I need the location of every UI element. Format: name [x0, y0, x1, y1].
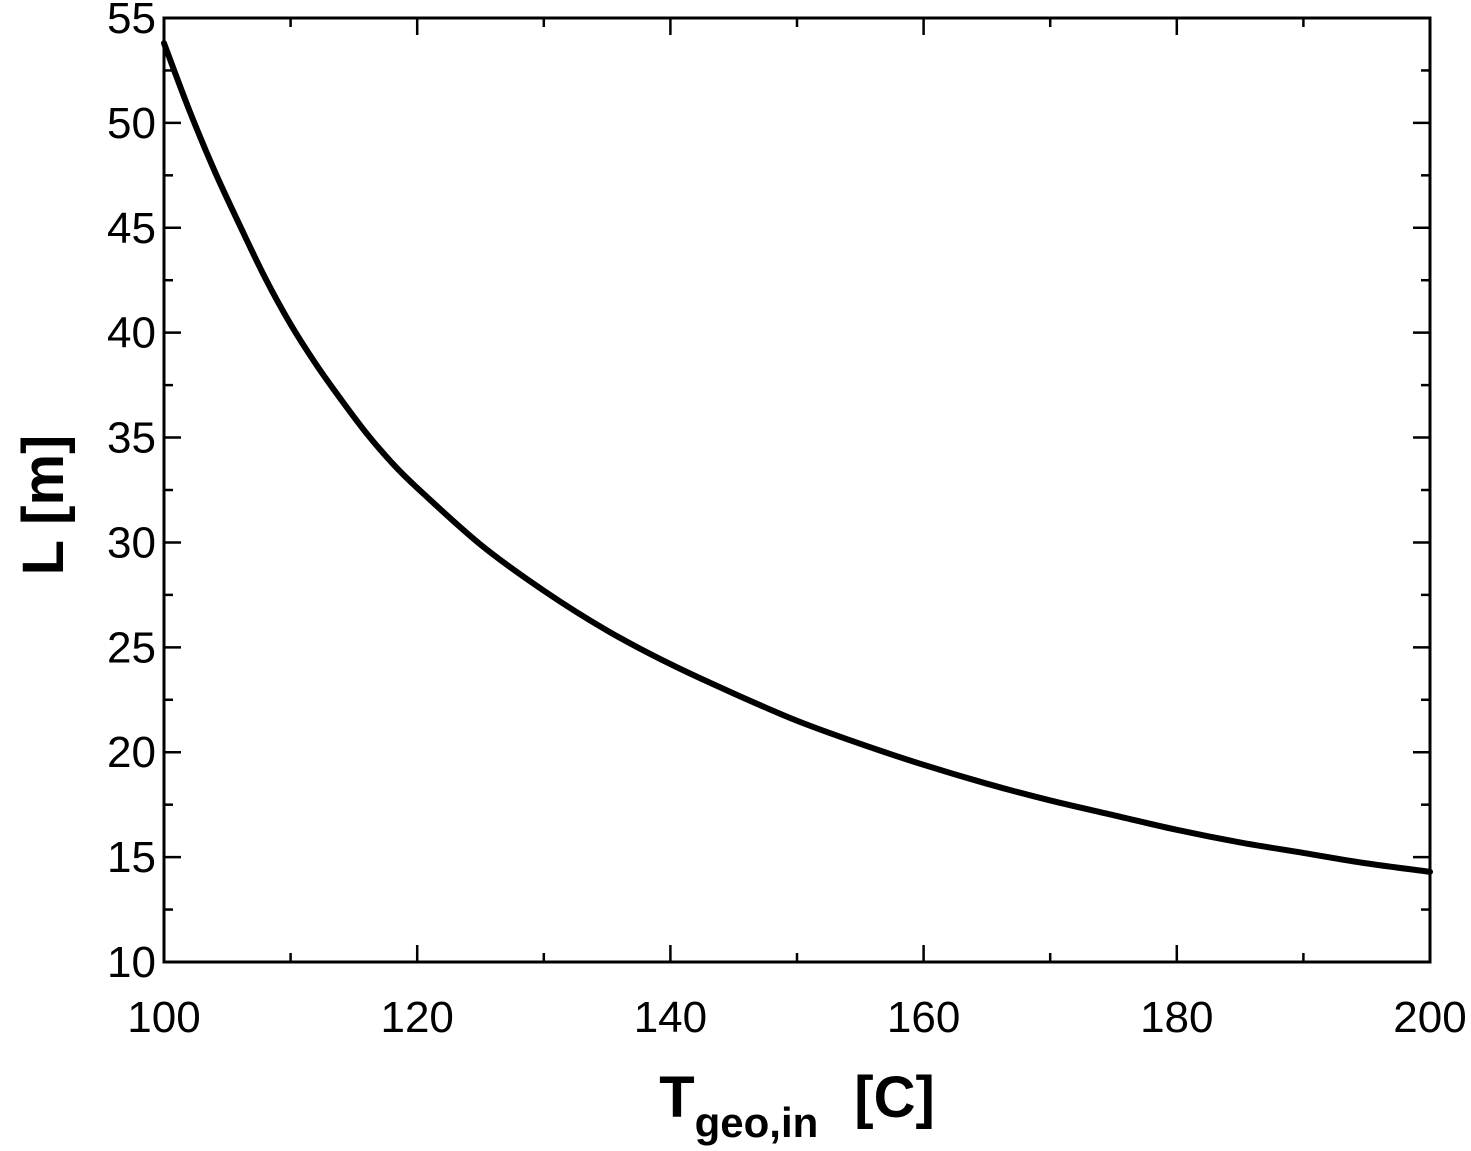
y-tick-label: 55 [107, 0, 156, 43]
y-tick-label: 50 [107, 99, 156, 148]
y-axis-title: L [m] [11, 435, 76, 576]
x-axis-title-unit: [C] [854, 1065, 935, 1130]
y-tick-label: 15 [107, 833, 156, 882]
y-tick-label: 20 [107, 728, 156, 777]
y-tick-label: 30 [107, 518, 156, 567]
plot-frame [162, 16, 1432, 964]
x-axis-title: Tgeo,in [C] [659, 1065, 935, 1146]
x-axis-title-main: T [659, 1065, 694, 1130]
y-tick-label: 40 [107, 309, 156, 358]
x-tick-label: 120 [380, 993, 453, 1042]
y-tick-label: 25 [107, 623, 156, 672]
y-tick-label: 35 [107, 414, 156, 463]
x-tick-label: 140 [634, 993, 707, 1042]
x-tick-label: 160 [887, 993, 960, 1042]
series-line [161, 40, 1433, 875]
axis-ticks [162, 16, 1432, 964]
axis-tick-labels: 100 120 140 160 180 200 10 15 20 25 30 35 40 45 50 55 [107, 0, 1467, 1042]
x-tick-label: 180 [1140, 993, 1213, 1042]
y-tick-label: 10 [107, 938, 156, 987]
x-axis-title-subscript: geo,in [695, 1099, 819, 1146]
y-tick-label: 45 [107, 204, 156, 253]
x-tick-label: 100 [127, 993, 200, 1042]
x-tick-label: 200 [1393, 993, 1466, 1042]
